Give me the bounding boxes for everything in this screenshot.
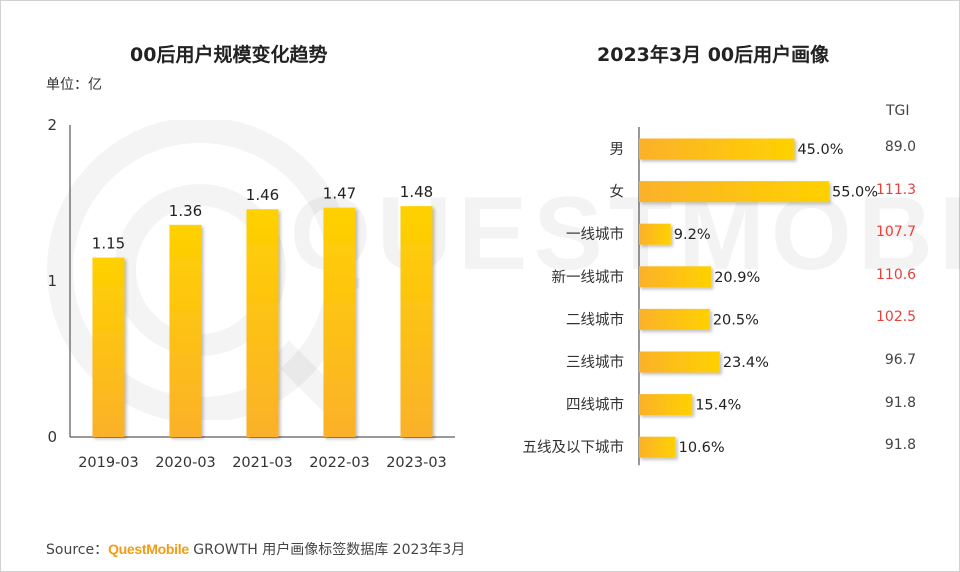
category-label: 男 xyxy=(610,142,625,158)
bar xyxy=(92,257,125,437)
tgi-value: 111.3 xyxy=(876,181,917,198)
tgi-value: 102.5 xyxy=(876,309,917,326)
bar-value-label: 1.36 xyxy=(169,202,202,220)
x-tick-label: 2019-03 xyxy=(78,455,139,471)
bar xyxy=(639,351,720,373)
x-tick-label: 2022-03 xyxy=(309,455,370,471)
bar xyxy=(639,394,693,416)
category-label: 五线及以下城市 xyxy=(523,439,625,456)
tgi-value: 96.7 xyxy=(884,352,916,368)
left-chart-unit-label: 单位：亿 xyxy=(46,77,102,93)
bar-value-label: 45.0% xyxy=(797,142,843,158)
tgi-header: TGI xyxy=(886,103,910,119)
left-chart-title: 00后用户规模变化趋势 xyxy=(130,44,328,66)
bar xyxy=(323,207,356,437)
bar-value-label: 1.46 xyxy=(246,186,279,204)
bar xyxy=(639,138,795,160)
tgi-value: 107.7 xyxy=(876,224,917,241)
x-tick-label: 2023-03 xyxy=(386,455,447,471)
y-tick-label: 0 xyxy=(47,428,57,446)
right-chart-title: 2023年3月 00后用户画像 xyxy=(597,44,830,66)
bar xyxy=(246,209,279,437)
source-text: GROWTH 用户画像标签数据库 2023年3月 xyxy=(188,542,466,558)
bar xyxy=(639,266,712,288)
bar-value-label: 1.15 xyxy=(92,235,125,253)
bar-value-label: 1.48 xyxy=(400,183,433,201)
category-label: 二线城市 xyxy=(566,311,624,328)
bar xyxy=(639,436,676,458)
x-tick-label: 2020-03 xyxy=(155,455,216,471)
bar-value-label: 20.5% xyxy=(713,312,759,328)
category-label: 一线城市 xyxy=(566,226,624,243)
source-footnote: Source：QuestMobile GROWTH 用户画像标签数据库 2023… xyxy=(46,539,465,559)
bar-value-label: 20.9% xyxy=(714,270,760,286)
category-label: 四线城市 xyxy=(566,397,624,414)
bar-value-label: 10.6% xyxy=(679,440,725,456)
bar-value-label: 1.47 xyxy=(323,185,356,203)
bar-value-label: 55.0% xyxy=(832,185,878,201)
source-brand: QuestMobile xyxy=(108,541,189,557)
tgi-value: 91.8 xyxy=(884,437,916,454)
source-label: Source： xyxy=(46,542,109,558)
bar xyxy=(169,224,202,437)
category-label: 三线城市 xyxy=(566,354,624,371)
tgi-value: 110.6 xyxy=(876,266,917,283)
bar xyxy=(639,181,829,203)
bar-value-label: 9.2% xyxy=(674,227,711,243)
bar xyxy=(639,308,710,330)
x-tick-label: 2021-03 xyxy=(232,455,293,471)
bar xyxy=(639,223,671,245)
bar-value-label: 23.4% xyxy=(723,355,769,371)
tgi-value: 89.0 xyxy=(884,139,916,155)
y-tick-label: 2 xyxy=(47,116,57,134)
category-label: 新一线城市 xyxy=(552,269,625,286)
category-label: 女 xyxy=(610,183,625,201)
y-tick-label: 1 xyxy=(47,272,57,290)
bar xyxy=(400,206,433,437)
tgi-value: 91.8 xyxy=(884,394,916,411)
bar-value-label: 15.4% xyxy=(695,398,741,414)
